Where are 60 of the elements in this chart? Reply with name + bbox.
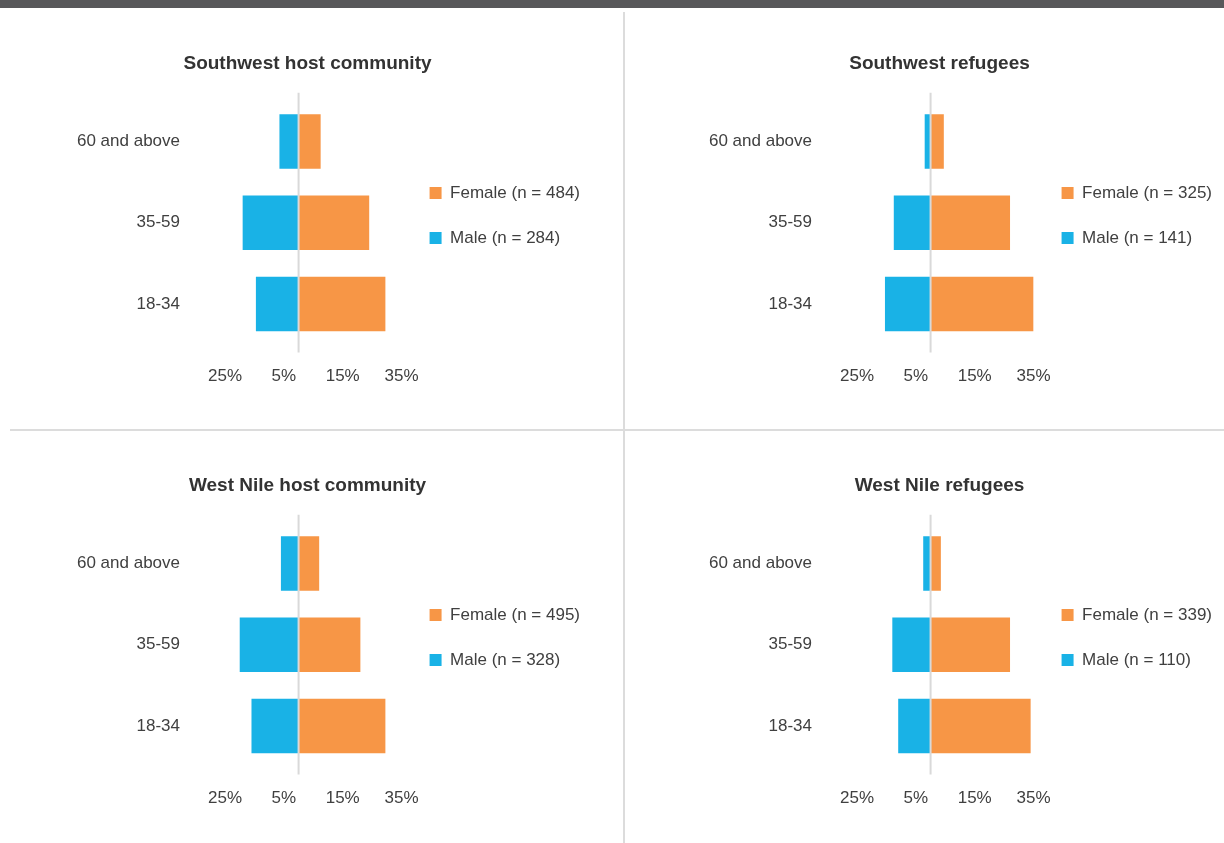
x-tick-label: 25% [207, 788, 243, 808]
chart-title: West Nile refugees [854, 473, 1025, 495]
y-tick-label: 18-34 [136, 293, 180, 313]
chart-title: West Nile host community [188, 473, 427, 495]
bar [930, 698, 1031, 754]
y-tick-label: 35-59 [136, 634, 180, 654]
bar [298, 195, 370, 250]
x-tick-label: 25% [839, 366, 875, 386]
bar [279, 114, 299, 169]
legend-label: Male (n = 110) [1082, 649, 1191, 669]
x-tick-label: 35% [1016, 366, 1051, 386]
bar [930, 617, 1011, 672]
y-tick-label: 60 and above [76, 131, 180, 151]
legend-label: Male (n = 141) [1082, 227, 1193, 247]
bar [255, 276, 299, 332]
bar [242, 195, 299, 250]
bar [298, 536, 320, 591]
x-tick-label: 35% [384, 366, 419, 386]
bar [239, 617, 299, 672]
legend-label: Female (n = 495) [450, 604, 581, 624]
bar [298, 617, 361, 672]
bar [280, 536, 299, 591]
x-tick-label: 35% [1016, 788, 1051, 808]
y-tick-label: 35-59 [768, 634, 812, 654]
bar [930, 195, 1011, 250]
x-tick-label: 5% [271, 788, 297, 808]
x-tick-label: 35% [384, 788, 419, 808]
bar [251, 698, 299, 754]
chart-title: Southwest refugees [849, 51, 1030, 73]
bar [930, 276, 1034, 332]
y-tick-label: 35-59 [768, 212, 812, 232]
x-tick-label: 5% [271, 366, 297, 386]
legend-label: Female (n = 484) [450, 182, 581, 202]
y-tick-label: 60 and above [708, 553, 812, 573]
legend-label: Male (n = 328) [450, 649, 561, 669]
y-tick-label: 35-59 [136, 212, 180, 232]
x-tick-label: 15% [325, 788, 360, 808]
bar [884, 276, 931, 332]
y-tick-label: 18-34 [136, 715, 180, 735]
y-tick-label: 60 and above [76, 553, 180, 573]
x-tick-label: 15% [957, 366, 992, 386]
legend-label: Female (n = 339) [1082, 604, 1213, 624]
bar [298, 698, 386, 754]
bar [893, 195, 931, 250]
chart-title: Southwest host community [183, 51, 432, 73]
bar [892, 617, 931, 672]
bar [898, 698, 931, 754]
x-tick-label: 15% [325, 366, 360, 386]
x-tick-label: 5% [903, 788, 929, 808]
legend-label: Male (n = 284) [450, 227, 561, 247]
y-tick-label: 60 and above [708, 131, 812, 151]
x-tick-label: 15% [957, 788, 992, 808]
legend-label: Female (n = 325) [1082, 182, 1213, 202]
x-tick-label: 25% [207, 366, 243, 386]
x-tick-label: 5% [903, 366, 929, 386]
y-tick-label: 18-34 [768, 715, 812, 735]
bar [298, 276, 386, 332]
bar [298, 114, 321, 169]
y-tick-label: 18-34 [768, 293, 812, 313]
x-tick-label: 25% [839, 788, 875, 808]
